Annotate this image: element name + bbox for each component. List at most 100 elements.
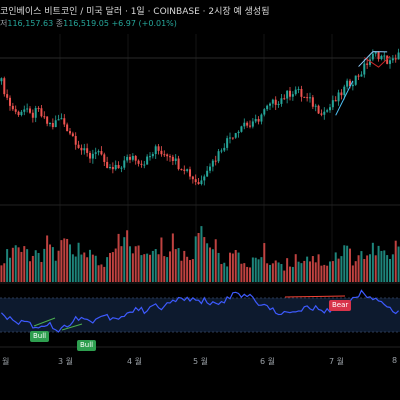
volume-bar (294, 254, 297, 282)
volume-bar (11, 247, 14, 282)
candle-body (211, 160, 214, 167)
volume-bar (111, 252, 114, 282)
volume-bar (154, 249, 157, 282)
candle-body (171, 156, 174, 162)
candle-body (143, 164, 146, 166)
volume-bar (194, 236, 197, 282)
ohlc-readout: 저116,157.63 종116,519.05 +6.97 (+0.01%) (0, 18, 177, 29)
volume-bar (211, 249, 214, 282)
price-chart[interactable] (0, 34, 400, 206)
volume-bar (60, 240, 63, 282)
candle-body (57, 119, 60, 121)
low-value: 116,157.63 (7, 19, 54, 28)
candle-body (37, 108, 40, 110)
month-label: 4 월 (127, 357, 142, 366)
candle-body (297, 88, 300, 90)
volume-bar (86, 257, 89, 282)
volume-bar (117, 233, 120, 282)
volume-bar (34, 250, 37, 282)
volume-bar (43, 248, 46, 282)
candle-body (229, 137, 231, 139)
candle-body (200, 180, 203, 185)
candle-body (134, 155, 137, 161)
candle-body (66, 124, 69, 132)
candle-body (154, 146, 157, 155)
volume-bar (183, 250, 186, 282)
candle-body (191, 176, 194, 180)
candle-body (106, 161, 109, 168)
candle-body (260, 114, 263, 122)
rsi-chart[interactable] (0, 284, 400, 348)
candle-body (294, 89, 297, 95)
candle-body (271, 99, 274, 104)
volume-bar (126, 230, 129, 282)
volume-bar (109, 252, 111, 282)
volume-bar (171, 233, 174, 282)
volume-bar (283, 270, 286, 282)
candle-body (251, 121, 254, 127)
volume-bar (331, 261, 334, 282)
candle-body (160, 150, 163, 155)
candle-body (340, 92, 343, 96)
rsi-pane[interactable] (0, 284, 400, 348)
candle-body (86, 148, 89, 153)
volume-bar (80, 254, 83, 282)
candle-body (334, 100, 337, 102)
volume-bar (69, 244, 71, 282)
volume-bar (74, 256, 77, 282)
volume-bar (309, 261, 311, 282)
volume-bar (26, 249, 29, 282)
candle-body (323, 111, 326, 115)
volume-bar (137, 245, 140, 282)
volume-bar (140, 255, 143, 282)
volume-bar (206, 243, 209, 282)
volume-bar (374, 255, 377, 282)
volume-bar (226, 266, 229, 282)
candle-body (111, 167, 114, 170)
volume-bar (71, 254, 74, 282)
low-label: 저 (0, 19, 8, 28)
volume-bar (63, 238, 66, 282)
price-pane[interactable] (0, 34, 400, 206)
candle-body (34, 108, 37, 118)
volume-bar (134, 246, 137, 282)
candle-body (354, 75, 357, 85)
volume-bar (100, 264, 103, 282)
candle-body (343, 86, 346, 96)
volume-chart[interactable] (0, 206, 400, 284)
candle-body (60, 118, 63, 120)
symbol-title[interactable]: 코인베이스 비트코인 / 미국 달러 · 1일 · COINBASE · 2시장… (0, 7, 270, 17)
close-label: 종 (55, 19, 64, 28)
candle-body (257, 118, 260, 122)
volume-pane[interactable] (0, 206, 400, 284)
volume-bar (169, 251, 171, 282)
candle-body (263, 109, 266, 115)
candle-body (386, 55, 389, 64)
volume-bar (163, 256, 166, 282)
volume-bar (289, 266, 291, 282)
candle-body (377, 51, 380, 60)
candle-body (140, 163, 143, 165)
volume-bar (177, 248, 180, 282)
candle-body (289, 90, 291, 97)
candle-body (283, 98, 286, 100)
bull-divergence-line (61, 323, 83, 331)
candle-body (14, 109, 17, 112)
candle-body (300, 88, 303, 97)
candle-body (83, 148, 86, 151)
volume-bar (274, 260, 277, 282)
candle-body (6, 94, 9, 98)
chart-footer (0, 370, 400, 400)
volume-bar (280, 264, 283, 282)
volume-bar (251, 257, 254, 282)
volume-bar (106, 257, 109, 282)
volume-bar (329, 261, 331, 282)
volume-bar (271, 263, 274, 282)
volume-bar (254, 257, 257, 282)
volume-bar (66, 238, 69, 282)
volume-bar (326, 265, 329, 282)
candle-body (249, 125, 251, 127)
candle-body (129, 156, 131, 160)
candle-body (240, 126, 243, 132)
trend-line (335, 80, 354, 116)
